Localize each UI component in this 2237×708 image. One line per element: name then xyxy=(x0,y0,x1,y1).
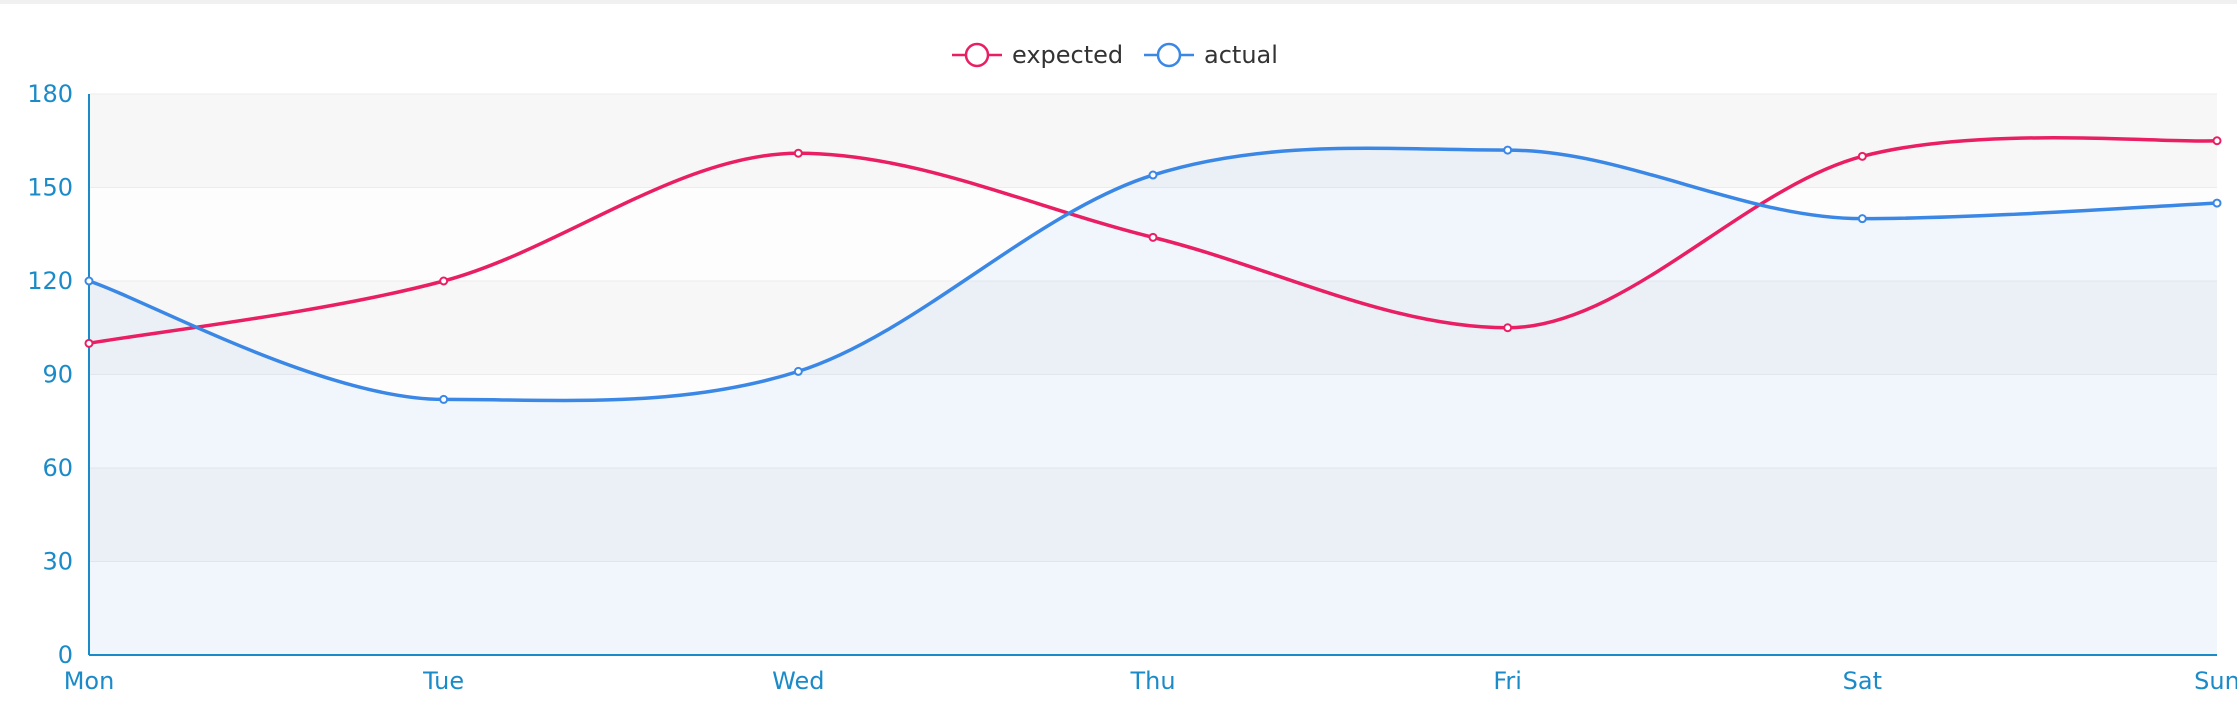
axes xyxy=(88,94,2217,656)
split-area-band xyxy=(89,281,2217,375)
legend-item-expected[interactable]: expected xyxy=(952,41,1123,69)
x-tick-label: Fri xyxy=(1493,667,1522,695)
y-tick-label: 0 xyxy=(58,641,73,669)
data-point-expected[interactable] xyxy=(439,276,449,286)
legend-circle-icon xyxy=(964,42,990,68)
data-point-actual[interactable] xyxy=(439,394,449,404)
top-border xyxy=(0,0,2237,4)
x-tick-label: Sun xyxy=(2194,667,2237,695)
x-tick-label: Wed xyxy=(772,667,824,695)
data-point-expected[interactable] xyxy=(1857,151,1867,161)
x-tick-label: Thu xyxy=(1129,667,1175,695)
data-point-actual[interactable] xyxy=(1148,170,1158,180)
split-area-band xyxy=(89,374,2217,468)
x-tick-label: Tue xyxy=(422,667,464,695)
y-tick-label: 180 xyxy=(27,80,73,108)
legend-item-actual[interactable]: actual xyxy=(1144,41,1278,69)
data-point-actual[interactable] xyxy=(2212,198,2222,208)
split-area-band xyxy=(89,561,2217,655)
legend-label: expected xyxy=(1012,41,1123,69)
y-tick-label: 30 xyxy=(42,548,73,576)
legend-label: actual xyxy=(1204,41,1278,69)
y-tick-label: 120 xyxy=(27,267,73,295)
grid-lines xyxy=(89,93,2217,656)
y-tick-label: 90 xyxy=(42,361,73,389)
data-point-expected[interactable] xyxy=(2212,136,2222,146)
series-area-actual xyxy=(89,148,2217,655)
x-axis-ticks: Mon Tue Wed Thu Fri Sat Sun xyxy=(64,667,2237,695)
y-tick-label: 60 xyxy=(42,454,73,482)
data-point-actual[interactable] xyxy=(1503,145,1513,155)
y-axis-ticks: 0 30 60 90 120 150 180 xyxy=(27,80,73,669)
y-tick-label: 150 xyxy=(27,174,73,202)
data-point-expected[interactable] xyxy=(84,338,94,348)
data-point-expected[interactable] xyxy=(793,148,803,158)
x-tick-label: Mon xyxy=(64,667,115,695)
split-area-band xyxy=(89,468,2217,562)
data-point-actual[interactable] xyxy=(1857,214,1867,224)
series-points xyxy=(84,136,2222,404)
data-point-actual[interactable] xyxy=(84,276,94,286)
series-areas xyxy=(89,148,2217,655)
x-tick-label: Sat xyxy=(1843,667,1882,695)
legend-circle-icon xyxy=(1156,42,1182,68)
data-point-actual[interactable] xyxy=(793,366,803,376)
data-point-expected[interactable] xyxy=(1503,323,1513,333)
data-point-expected[interactable] xyxy=(1148,232,1158,242)
chart-legend: expected actual xyxy=(952,41,1278,69)
